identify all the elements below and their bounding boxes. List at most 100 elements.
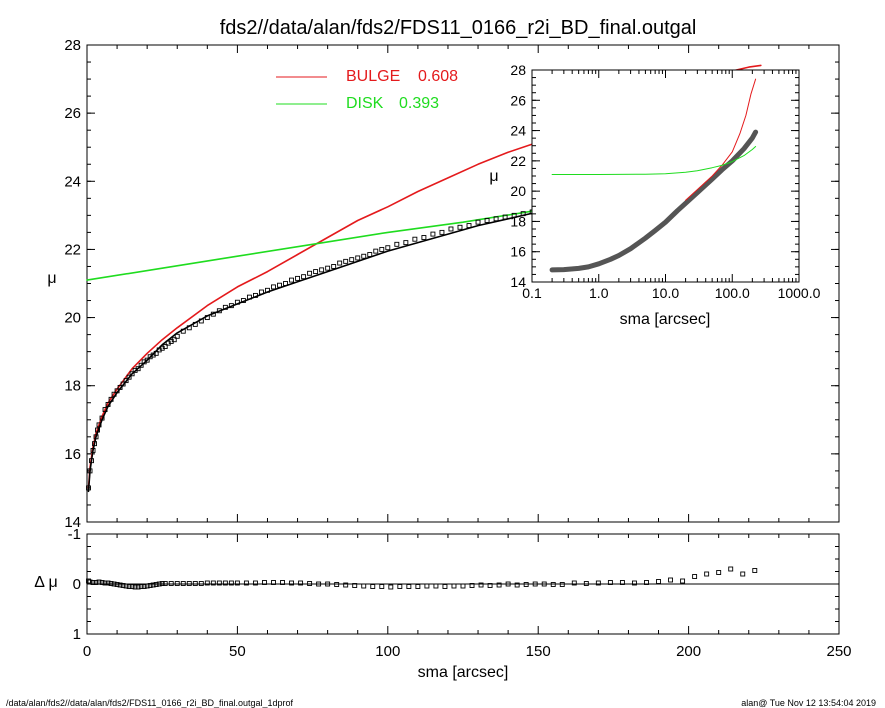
data-point-marker (532, 581, 538, 587)
data-point-marker (704, 571, 710, 577)
data-point-marker (105, 580, 111, 586)
data-point-marker (111, 581, 117, 587)
y-tick-label: 18 (64, 378, 81, 395)
data-point-marker (123, 583, 129, 589)
data-point-marker (632, 580, 637, 586)
footer-file-path: /data/alan/fds2//data/alan/fds2/FDS11_01… (6, 698, 294, 708)
legend-disk-value: 0.393 (399, 95, 439, 112)
data-point-marker (129, 584, 135, 589)
data-point-marker (319, 267, 325, 273)
data-point-marker (156, 581, 162, 587)
data-point-marker (186, 581, 192, 586)
data-point-marker (108, 396, 114, 402)
data-point-marker (99, 580, 105, 585)
data-point-marker (277, 282, 282, 288)
data-point-marker (397, 584, 403, 589)
x-tick-label: 10.0 (652, 285, 679, 301)
data-point-marker (692, 574, 698, 579)
data-point-marker (289, 580, 294, 586)
legend-disk-label: DISK (346, 95, 384, 112)
data-point-marker (93, 580, 99, 585)
data-point-marker (487, 583, 493, 588)
x-tick-label: 1.0 (589, 285, 609, 301)
x-tick-label: 100.0 (715, 285, 750, 301)
data-point-marker (460, 583, 466, 589)
data-point-marker (361, 583, 367, 589)
data-point-marker (126, 584, 132, 589)
data-point-marker (379, 584, 385, 589)
data-point-marker (433, 583, 439, 589)
data-point-marker (132, 584, 138, 590)
data-point-marker (496, 582, 502, 588)
data-point-marker (192, 581, 198, 586)
y-tick-label: 14 (64, 514, 81, 531)
bulge-line (685, 78, 757, 201)
data-point-marker (511, 212, 517, 218)
x-tick-label: 50 (229, 643, 246, 660)
data-point-marker (550, 582, 556, 587)
data-point-marker (89, 458, 94, 464)
data-point-marker (439, 229, 445, 235)
data-point-marker (505, 581, 511, 587)
data-point-marker (111, 391, 117, 397)
data-point-marker (307, 581, 313, 586)
y-tick-label: -1 (68, 526, 81, 543)
data-point-marker (466, 223, 472, 229)
data-point-marker (114, 582, 120, 587)
data-point-marker (301, 274, 307, 280)
data-point-marker (379, 246, 385, 252)
data-point-marker (430, 231, 436, 237)
data-point-marker (280, 580, 285, 585)
data-point-marker (240, 298, 246, 303)
data-point-marker (716, 570, 722, 575)
data-point-marker (138, 584, 144, 589)
data-point-marker (117, 384, 123, 390)
data-point-marker (388, 584, 394, 590)
data-point-marker (325, 581, 331, 587)
data-point-marker (252, 292, 258, 298)
data-point-marker (728, 566, 734, 572)
data-point-marker (448, 226, 454, 232)
data-point-marker (228, 580, 234, 586)
data-point-marker (216, 308, 222, 314)
data-point-marker (343, 258, 349, 264)
data-point-marker (502, 214, 508, 220)
inset-x-axis-label: sma [arcsec] (620, 311, 711, 328)
main-axis-ticks: 14 16 18 20 22 24 26 28 (64, 37, 840, 531)
data-point-marker (192, 321, 198, 327)
data-point-marker (680, 578, 686, 584)
data-point-marker (313, 269, 319, 275)
x-tick-label: 0 (83, 643, 91, 660)
y-tick-label: 14 (510, 274, 526, 290)
data-point-marker (102, 407, 108, 413)
y-tick-label: 20 (64, 310, 81, 327)
data-point-marker (117, 582, 123, 588)
disk-line (551, 146, 757, 175)
y-tick-label: 20 (510, 183, 526, 199)
legend: BULGE 0.608 DISK 0.393 (276, 68, 458, 112)
data-point-marker (123, 378, 129, 384)
data-point-marker (271, 580, 276, 585)
data-point-marker (126, 374, 132, 380)
data-point-marker (86, 485, 91, 491)
y-tick-label: 0 (73, 576, 81, 593)
data-point-marker (514, 582, 520, 588)
y-tick-label: 22 (510, 153, 526, 169)
data-point-marker (752, 568, 758, 573)
data-point-marker (210, 311, 216, 317)
data-point-marker (457, 224, 463, 230)
data-point-marker (95, 427, 100, 433)
data-point-marker (102, 580, 108, 586)
data-point-marker (541, 581, 547, 587)
data-point-marker (222, 304, 228, 310)
data-point-marker (174, 581, 180, 586)
data-point-marker (171, 337, 177, 343)
legend-bulge-label: BULGE (346, 68, 400, 85)
data-point-marker (298, 580, 304, 586)
data-point-marker (180, 328, 186, 334)
data-point-marker (343, 582, 349, 588)
x-tick-label: 250 (826, 643, 851, 660)
data-point-marker (619, 580, 625, 585)
data-point-marker (337, 260, 343, 266)
